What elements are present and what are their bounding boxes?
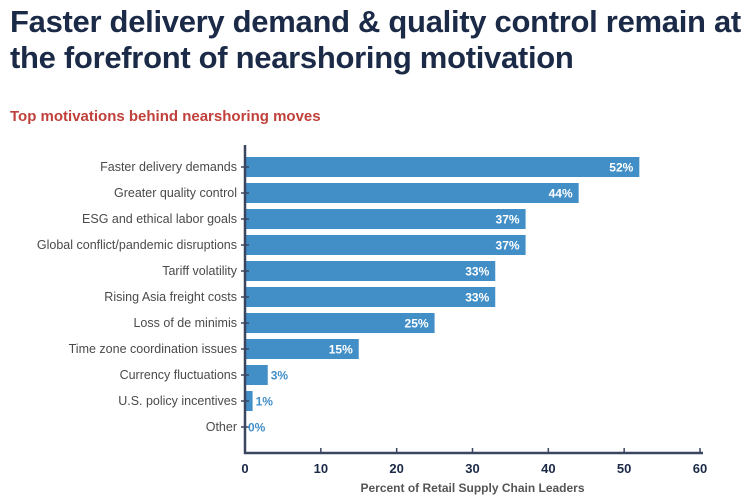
bar [245, 209, 526, 229]
category-label: Tariff volatility [162, 264, 238, 278]
bar [245, 183, 579, 203]
category-label: Currency fluctuations [120, 368, 237, 382]
bar [245, 339, 359, 359]
category-label: Loss of de minimis [133, 316, 237, 330]
data-label: 25% [405, 317, 429, 331]
chart-subtitle: Top motivations behind nearshoring moves [10, 108, 321, 125]
data-label: 1% [256, 395, 274, 409]
data-label: 37% [496, 213, 520, 227]
bar [245, 313, 435, 333]
category-label: Greater quality control [114, 186, 237, 200]
x-tick-label: 50 [617, 461, 631, 476]
data-label: 15% [329, 343, 353, 357]
x-tick-label: 30 [465, 461, 479, 476]
data-label: 33% [465, 291, 489, 305]
x-tick-label: 60 [693, 461, 707, 476]
data-label: 0% [248, 421, 266, 435]
x-axis-label: Percent of Retail Supply Chain Leaders [360, 481, 584, 495]
x-tick-label: 20 [389, 461, 403, 476]
bar [245, 287, 496, 307]
bar [245, 235, 526, 255]
x-tick-label: 40 [541, 461, 555, 476]
bar [245, 365, 268, 385]
category-label: U.S. policy incentives [118, 394, 237, 408]
x-tick-label: 0 [241, 461, 248, 476]
data-label: 33% [465, 265, 489, 279]
bar [245, 261, 496, 281]
data-label: 37% [496, 239, 520, 253]
chart-title: Faster delivery demand & quality control… [10, 4, 741, 75]
x-tick-label: 10 [314, 461, 328, 476]
bar [245, 157, 640, 177]
data-label: 3% [271, 369, 289, 383]
category-label: Other [206, 420, 237, 434]
data-label: 52% [609, 161, 633, 175]
category-label: Global conflict/pandemic disruptions [37, 238, 237, 252]
category-label: ESG and ethical labor goals [82, 212, 237, 226]
category-label: Time zone coordination issues [69, 342, 237, 356]
category-label: Faster delivery demands [100, 160, 237, 174]
data-label: 44% [549, 187, 573, 201]
category-label: Rising Asia freight costs [104, 290, 237, 304]
